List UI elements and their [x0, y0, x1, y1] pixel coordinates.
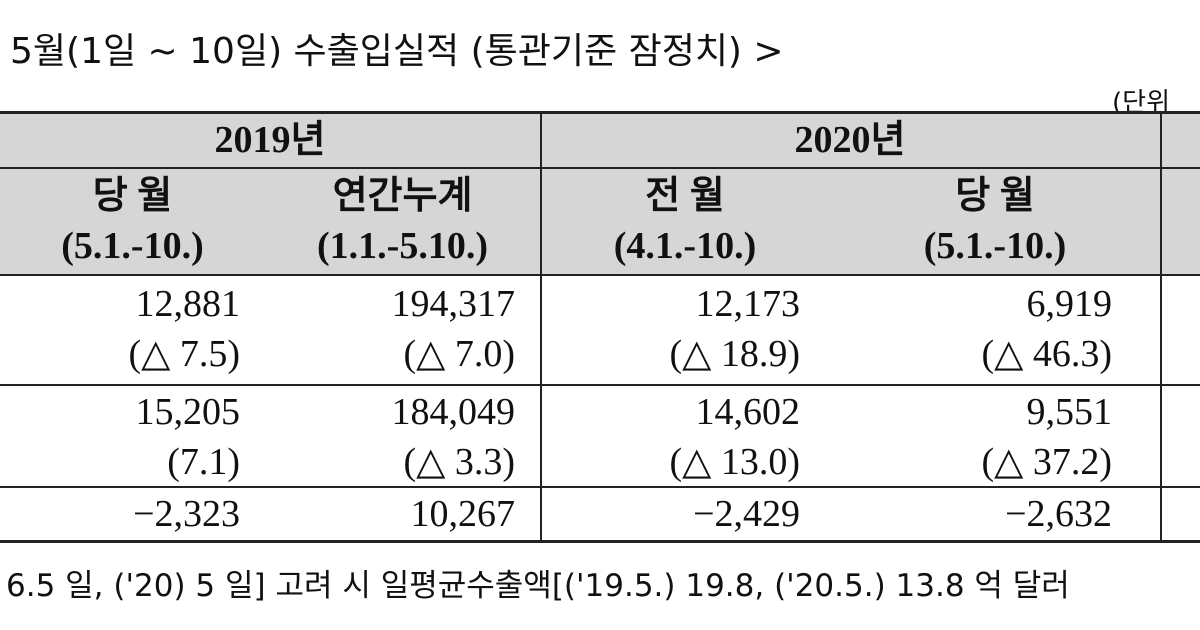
cell-value: 12,881 — [135, 283, 241, 325]
column-header: 당 월 — [92, 175, 173, 217]
cell-change: (△ 18.9) — [669, 333, 800, 375]
cell-value: −2,429 — [693, 493, 800, 535]
rule — [1160, 112, 1162, 542]
cell-change: (△ 46.3) — [981, 333, 1112, 375]
header-bg — [0, 112, 1200, 275]
cell-change: (7.1) — [167, 441, 240, 483]
rule — [0, 111, 1200, 114]
rule — [0, 274, 1200, 276]
column-header: 전 월 — [645, 175, 725, 217]
cell-change: (△ 37.2) — [981, 441, 1112, 483]
cell-value: 15,205 — [135, 391, 241, 433]
cell-value: 6,919 — [1026, 283, 1113, 325]
rule — [0, 167, 1200, 169]
cell-change: (△ 13.0) — [669, 441, 800, 483]
year-header: 2020년 — [794, 119, 906, 161]
cell-value: −2,632 — [1005, 493, 1112, 535]
rule — [0, 486, 1200, 488]
cell-value: 10,267 — [410, 493, 516, 535]
rule — [0, 540, 1200, 543]
rule — [540, 112, 542, 542]
column-period: (5.1.-10.) — [61, 225, 204, 267]
column-period: (1.1.-5.10.) — [317, 225, 488, 267]
column-period: (4.1.-10.) — [613, 225, 757, 267]
column-header: 당 월 — [955, 175, 1035, 217]
cell-value: 184,049 — [391, 391, 516, 433]
cell-value: −2,323 — [133, 493, 240, 535]
cell-value: 194,317 — [391, 283, 516, 325]
cell-value: 12,173 — [695, 283, 801, 325]
cell-change: (△ 7.0) — [403, 333, 515, 375]
column-header: 연간누계 — [332, 175, 473, 217]
cell-value: 14,602 — [695, 391, 801, 433]
footnote: 6.5 일, ('20) 5 일] 고려 시 일평균수출액[('19.5.) 1… — [6, 568, 1070, 604]
year-header: 2019년 — [214, 119, 326, 161]
column-period: (5.1.-10.) — [923, 225, 1067, 267]
title: 5월(1일 ~ 10일) 수출입실적 (통관기준 잠정치) > — [10, 31, 784, 72]
cell-change: (△ 7.5) — [128, 333, 240, 375]
rule — [0, 384, 1200, 386]
cell-change: (△ 3.3) — [403, 441, 515, 483]
cell-value: 9,551 — [1026, 391, 1113, 433]
